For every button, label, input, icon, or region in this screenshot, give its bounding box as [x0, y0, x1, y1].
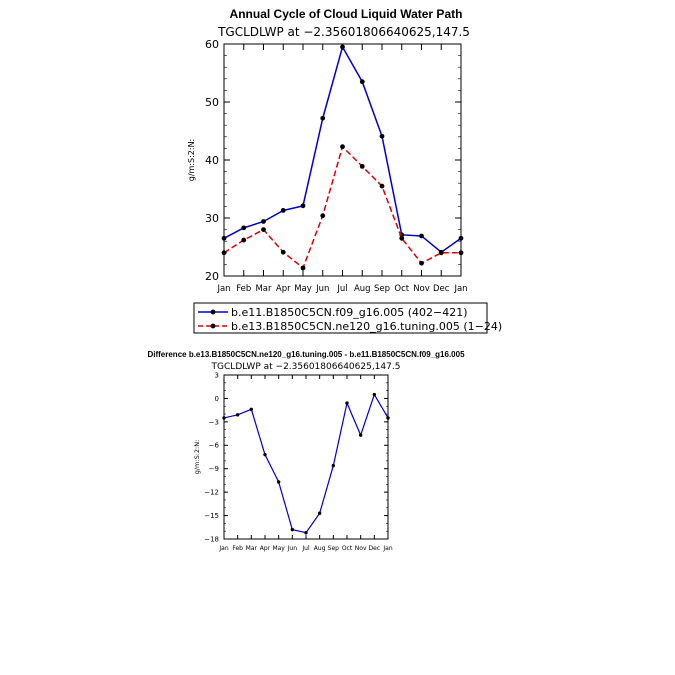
x-tick-label: Nov: [413, 284, 430, 294]
data-point: [317, 511, 322, 515]
legend-label-series-1: b.e11.B1850C5CN.f09_g16.005 (402−421): [231, 306, 468, 319]
data-point: [304, 531, 308, 535]
plot-area: 20 30 40 50 60 Jan Feb Mar Apr May Jun Jul Aug Sep Oct…: [205, 38, 468, 294]
data-point: [458, 250, 464, 256]
data-point: [241, 237, 247, 243]
legend-marker-series-1: [210, 309, 216, 315]
y-tick-label: 40: [205, 154, 219, 167]
data-point: [320, 213, 326, 219]
y-tick-label: 60: [205, 38, 219, 51]
x-tick-label: Mar: [246, 545, 258, 552]
x-tick-label: May: [272, 545, 285, 552]
data-point: [379, 133, 385, 139]
x-tick-label: Jan: [218, 545, 228, 552]
x-tick-label: Jun: [287, 545, 298, 552]
x-tick-label: Nov: [355, 545, 367, 552]
data-point: [419, 233, 424, 239]
plot-frame: [223, 43, 462, 277]
x-tick-label: Dec: [433, 284, 450, 294]
data-point: [221, 235, 227, 241]
legend-box: [193, 302, 488, 334]
data-point: [300, 265, 306, 271]
x-tick-label: Sep: [374, 284, 390, 294]
x-tick-label: Dec: [369, 545, 381, 552]
legend: b.e11.B1850C5CN.f09_g16.005 (402−421) b.…: [193, 302, 502, 334]
annual-cycle-chart: Annual Cycle of Cloud Liquid Water Path …: [187, 7, 470, 294]
x-tick-label: Oct: [342, 545, 353, 552]
data-point: [359, 163, 365, 169]
data-point: [241, 225, 247, 231]
x-tick-label: May: [294, 284, 312, 294]
legend-marker-series-2: [210, 323, 216, 329]
plot-frame: [223, 374, 389, 540]
x-tick-label: Aug: [354, 284, 371, 294]
data-point: [320, 115, 326, 121]
data-point: [280, 249, 286, 255]
data-point: [263, 452, 267, 457]
y-tick-label: 3: [215, 371, 219, 379]
data-point: [276, 480, 281, 484]
data-point: [345, 401, 349, 405]
data-point: [280, 208, 286, 213]
series-line-1: [223, 44, 462, 254]
x-tick-label: Jan: [382, 545, 392, 552]
data-point: [331, 463, 336, 468]
data-point: [290, 527, 295, 532]
y-tick-label: −9: [209, 465, 219, 473]
x-tick-label: Jan: [216, 284, 230, 294]
data-point: [300, 203, 306, 209]
data-point: [221, 250, 227, 256]
y-tick-label: −3: [209, 418, 219, 426]
diff-chart-title: Difference b.e13.B1850C5CN.ne120_g16.tun…: [147, 350, 465, 359]
data-point: [379, 183, 385, 189]
data-point: [261, 219, 266, 224]
x-tick-label: Apr: [276, 284, 291, 294]
diff-chart-subtitle: TGCLDLWP at −2.35601806640625,147.5: [211, 362, 401, 372]
y-tick-label: 0: [215, 395, 219, 403]
x-tick-label: Mar: [255, 284, 272, 294]
data-point: [340, 44, 345, 50]
y-tick-label: −6: [209, 442, 220, 450]
y-tick-label: −12: [204, 489, 219, 497]
x-tick-label: Feb: [232, 545, 243, 552]
y-tick-label: −18: [204, 535, 219, 543]
x-tick-label: Oct: [394, 284, 409, 294]
y-tick-label: −15: [204, 512, 219, 520]
data-point: [261, 227, 266, 233]
data-point: [235, 413, 240, 417]
y-tick-label: 20: [205, 270, 219, 283]
data-point: [438, 250, 444, 256]
data-point: [358, 433, 363, 437]
data-point: [222, 416, 226, 420]
chart-title: Annual Cycle of Cloud Liquid Water Path: [230, 7, 463, 21]
series-line-1: [223, 393, 389, 534]
diff-y-axis-label: g/m:S:2:N:: [193, 440, 201, 475]
x-tick-label: Jan: [453, 284, 467, 294]
series-line-2: [223, 145, 461, 270]
x-tick-label: Sep: [328, 545, 340, 552]
x-tick-label: Jul: [336, 284, 347, 294]
data-point: [386, 416, 390, 420]
chart-subtitle: TGCLDLWP at −2.35601806640625,147.5: [217, 25, 470, 39]
x-tick-label: Apr: [260, 545, 271, 552]
x-tick-label: Jun: [315, 284, 329, 294]
y-tick-label: 50: [205, 96, 219, 109]
data-point: [419, 260, 424, 266]
data-point: [359, 79, 365, 85]
data-point: [249, 407, 254, 412]
legend-label-series-2: b.e13.B1850C5CN.ne120_g16.tuning.005 (1−…: [231, 320, 502, 333]
y-tick-label: 30: [205, 212, 219, 225]
data-point: [458, 235, 464, 241]
y-axis-label: g/m:S:2:N:: [187, 139, 196, 182]
data-point: [399, 235, 405, 241]
data-point: [340, 144, 345, 150]
x-tick-label: Jul: [301, 545, 310, 552]
difference-chart: Difference b.e13.B1850C5CN.ne120_g16.tun…: [147, 350, 465, 552]
x-tick-label: Aug: [314, 545, 326, 552]
data-point: [372, 392, 377, 397]
x-tick-label: Feb: [236, 284, 251, 294]
diff-plot-area: −18 −15 −12 −9 −6 −3 0 3 Jan Feb Mar Apr May Jun Jul Au…: [204, 371, 393, 552]
